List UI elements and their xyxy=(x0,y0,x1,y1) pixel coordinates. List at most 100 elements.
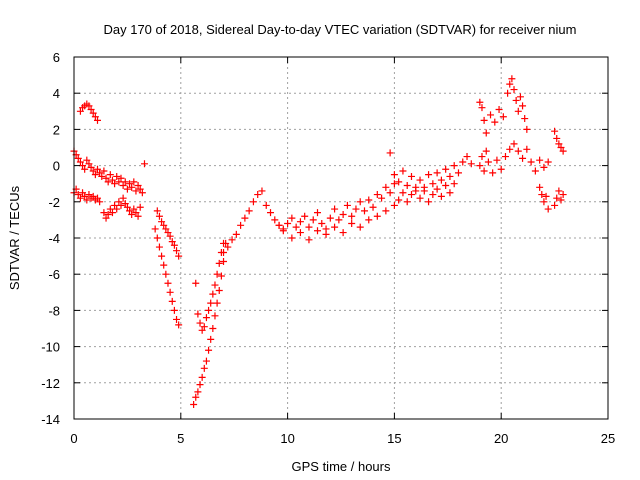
data-point xyxy=(91,113,99,121)
data-point xyxy=(79,162,87,170)
data-point xyxy=(209,290,217,298)
data-point xyxy=(399,189,407,197)
data-point xyxy=(429,191,437,199)
data-point xyxy=(373,191,381,199)
data-point xyxy=(196,319,204,327)
data-point xyxy=(220,258,228,266)
data-point xyxy=(158,218,166,226)
y-tick-label: -2 xyxy=(48,195,60,210)
data-point xyxy=(425,171,433,179)
data-point xyxy=(365,196,373,204)
data-point xyxy=(224,243,232,251)
data-point xyxy=(482,147,490,155)
data-point xyxy=(115,178,123,186)
data-point xyxy=(542,192,550,200)
data-point xyxy=(217,272,225,280)
data-point xyxy=(136,203,144,211)
data-point xyxy=(352,205,360,213)
data-point xyxy=(544,158,552,166)
data-point xyxy=(87,163,95,171)
data-point xyxy=(510,140,518,148)
data-point xyxy=(510,86,518,94)
data-point xyxy=(132,209,140,217)
data-point xyxy=(89,167,97,175)
data-point xyxy=(93,116,101,124)
y-tick-label: -8 xyxy=(48,303,60,318)
data-point xyxy=(160,261,168,269)
y-tick-label: -6 xyxy=(48,267,60,282)
data-point xyxy=(194,310,202,318)
data-point xyxy=(442,182,450,190)
data-point xyxy=(506,145,514,153)
data-point xyxy=(476,162,484,170)
data-point xyxy=(553,134,561,142)
data-point xyxy=(126,180,134,188)
y-tick-label: -12 xyxy=(41,376,60,391)
data-point xyxy=(262,201,270,209)
data-point xyxy=(202,314,210,322)
data-point xyxy=(551,127,559,135)
data-point xyxy=(425,198,433,206)
data-point xyxy=(301,212,309,220)
data-point xyxy=(104,178,112,186)
data-point xyxy=(557,196,565,204)
data-point xyxy=(271,216,279,224)
data-point xyxy=(134,212,142,220)
data-point xyxy=(108,209,116,217)
data-point xyxy=(126,207,134,215)
data-point xyxy=(476,98,484,106)
data-point xyxy=(76,194,84,202)
data-point xyxy=(499,113,507,121)
data-point xyxy=(153,234,161,242)
data-point xyxy=(168,297,176,305)
data-point xyxy=(331,205,339,213)
data-point xyxy=(484,158,492,166)
data-point xyxy=(314,209,322,217)
data-point xyxy=(106,171,114,179)
chart-title: Day 170 of 2018, Sidereal Day-to-day VTE… xyxy=(103,22,576,37)
data-point xyxy=(192,393,200,401)
data-point xyxy=(527,158,535,166)
x-tick-label: 15 xyxy=(387,431,401,446)
data-point xyxy=(200,323,208,331)
data-point xyxy=(76,107,84,115)
data-point xyxy=(495,105,503,113)
data-point xyxy=(497,165,505,173)
data-point xyxy=(442,165,450,173)
data-point xyxy=(412,183,420,191)
data-point xyxy=(403,182,411,190)
data-point xyxy=(74,191,82,199)
data-point xyxy=(365,216,373,224)
data-point xyxy=(403,198,411,206)
data-point xyxy=(202,357,210,365)
data-point xyxy=(516,93,524,101)
data-point xyxy=(275,221,283,229)
data-point xyxy=(200,364,208,372)
data-point xyxy=(228,236,236,244)
data-point xyxy=(450,162,458,170)
data-point xyxy=(519,102,527,110)
data-point xyxy=(559,147,567,155)
data-point xyxy=(91,171,99,179)
data-point xyxy=(96,198,104,206)
data-point xyxy=(128,183,136,191)
data-point xyxy=(523,145,531,153)
data-points xyxy=(70,75,567,409)
data-point xyxy=(478,104,486,112)
y-tick-label: 4 xyxy=(53,86,60,101)
data-point xyxy=(205,346,213,354)
x-tick-label: 5 xyxy=(177,431,184,446)
data-point xyxy=(480,116,488,124)
y-tick-label: 6 xyxy=(53,50,60,65)
data-point xyxy=(160,221,168,229)
data-point xyxy=(162,270,170,278)
data-point xyxy=(117,201,125,209)
data-point xyxy=(437,176,445,184)
data-point xyxy=(164,229,172,237)
data-point xyxy=(373,212,381,220)
data-point xyxy=(115,198,123,206)
data-point xyxy=(196,381,204,389)
data-point xyxy=(420,187,428,195)
